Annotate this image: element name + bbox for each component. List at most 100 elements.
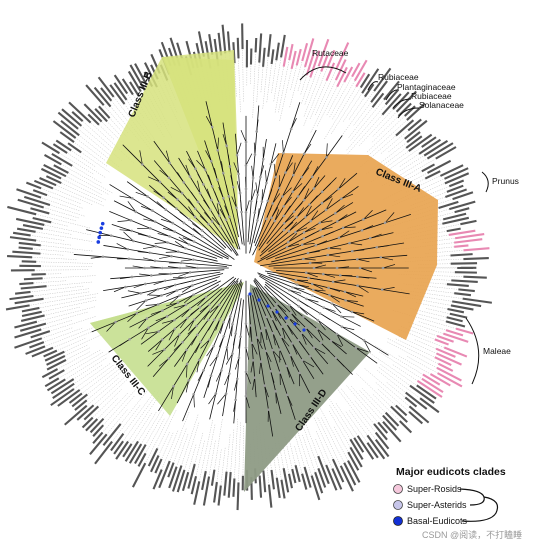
tree-subbranch: [249, 325, 251, 338]
tree-node: [222, 334, 226, 338]
tree-subbranch: [297, 284, 310, 288]
tip-label-block: [309, 50, 321, 78]
tree-branch: [152, 280, 236, 378]
tree-subbranch: [197, 296, 207, 306]
tree-subbranch: [208, 393, 217, 405]
tip-label-block: [448, 179, 465, 188]
tree-subbranch: [143, 218, 156, 223]
tree-node: [312, 266, 316, 270]
tree-node: [135, 311, 139, 315]
eudicots-bracket: [461, 496, 499, 522]
tip-leader-line: [51, 222, 68, 227]
tree-node: [156, 303, 160, 306]
tree-node: [249, 199, 253, 203]
legend-title: Major eudicots clades: [396, 466, 506, 478]
tree-subbranch: [119, 229, 132, 232]
tree-node: [185, 348, 188, 352]
tree-node: [330, 302, 334, 305]
tree-subbranch: [215, 370, 222, 382]
tree-node: [249, 324, 252, 327]
tip-label-block: [446, 316, 463, 323]
tree-node: [275, 302, 279, 306]
tip-label-block: [434, 356, 452, 366]
tree-subbranch: [233, 162, 239, 175]
tree-node: [354, 346, 358, 350]
tree-subbranch: [319, 220, 333, 224]
tip-leader-line: [343, 93, 363, 122]
tree-node: [208, 208, 212, 211]
tree-subbranch: [133, 283, 146, 288]
tree-subbranch: [145, 331, 159, 335]
tree-node: [143, 282, 147, 286]
tree-subbranch: [309, 195, 318, 205]
tree-subbranch: [380, 257, 394, 261]
tree-subbranch: [191, 223, 203, 231]
tree-node: [334, 211, 337, 215]
tree-subbranch: [276, 303, 287, 313]
tree-branch: [233, 299, 244, 424]
tip-leader-line: [256, 62, 260, 102]
tip-label-block: [258, 475, 263, 498]
tree-subbranch: [116, 243, 129, 250]
tree-node: [228, 215, 231, 219]
tree-node: [182, 221, 186, 225]
tree-node: [360, 229, 364, 232]
tree-node: [203, 168, 207, 171]
tip-label-block: [449, 312, 468, 319]
tree-node: [228, 315, 232, 318]
tip-label-block: [443, 332, 469, 343]
tree-subbranch: [384, 212, 395, 224]
tree-subbranch: [311, 166, 319, 178]
tip-leader-line: [30, 235, 65, 241]
tip-label-block: [435, 347, 456, 358]
tip-label-block: [395, 119, 415, 137]
tip-leader-line: [41, 188, 81, 204]
tree-branch: [129, 280, 221, 328]
tip-leader-line: [123, 390, 156, 434]
tree-node: [244, 394, 248, 398]
tip-label-block: [113, 82, 128, 101]
tree-node: [187, 242, 191, 246]
tip-label-block: [422, 373, 441, 386]
tip-label-block: [21, 310, 42, 318]
tip-label-block: [51, 152, 73, 167]
tip-label-block: [168, 466, 178, 489]
tree-subbranch: [292, 286, 305, 291]
tree-subbranch: [196, 359, 200, 373]
tree-branch: [265, 281, 378, 364]
tree-subbranch: [119, 195, 133, 199]
tip-label-block: [158, 460, 171, 489]
tip-label-block: [16, 227, 36, 233]
tip-label-block: [444, 172, 470, 185]
tree-subbranch: [282, 187, 292, 197]
tip-label-block: [25, 181, 42, 190]
tip-label-block: [134, 63, 148, 86]
tip-leader-line: [326, 81, 345, 116]
tip-leader-line: [238, 422, 241, 483]
tree-subbranch: [171, 386, 174, 399]
rutaceae-label: Rutaceae: [312, 48, 349, 58]
tree-node: [154, 245, 158, 248]
tree-subbranch: [139, 150, 143, 165]
tip-label-block: [454, 292, 472, 297]
tip-leader-line: [103, 386, 139, 426]
tree-node: [198, 191, 202, 195]
tree-subbranch: [240, 199, 242, 212]
tip-leader-line: [354, 400, 375, 425]
tree-node: [278, 348, 282, 351]
tree-subbranch: [119, 276, 132, 280]
tip-leader-line: [329, 76, 353, 118]
tree-node: [221, 171, 225, 175]
tree-branch: [259, 172, 358, 257]
tree-subbranch: [322, 231, 334, 237]
tree-node: [227, 195, 231, 198]
tip-leader-line: [410, 308, 447, 318]
tip-leader-line: [303, 427, 319, 469]
tree-node: [126, 247, 130, 251]
basal-eudicot-marker: [284, 316, 288, 320]
tree-node: [160, 338, 164, 341]
tree-branch: [147, 288, 223, 352]
tip-label-block: [442, 212, 467, 221]
tree-node: [200, 234, 204, 238]
tree-node: [289, 127, 293, 131]
